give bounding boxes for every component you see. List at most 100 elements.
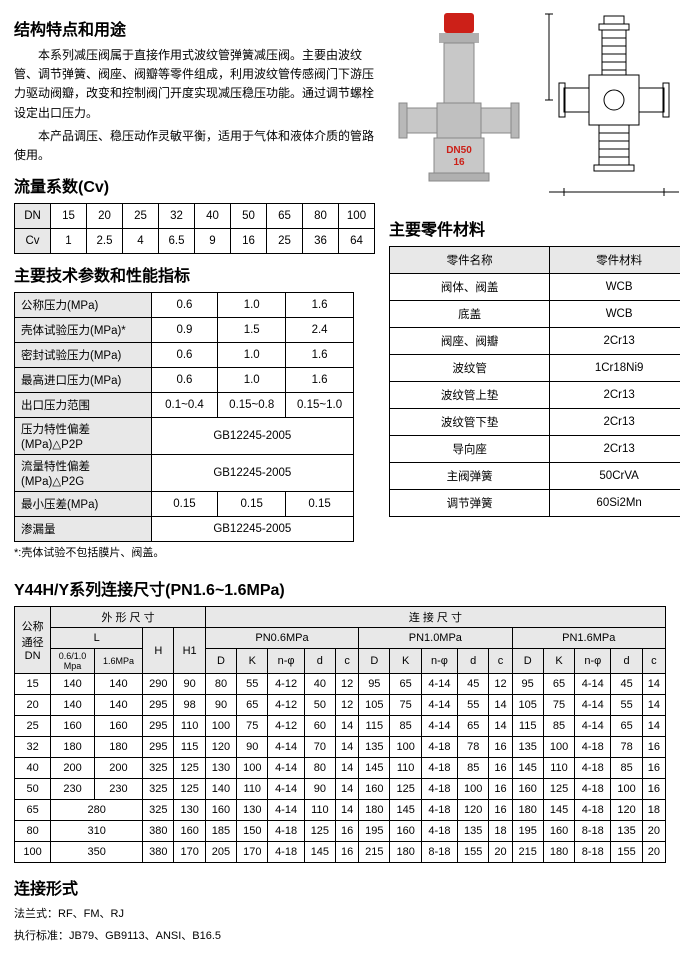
mat-cell: 2Cr13 (550, 328, 680, 355)
dim-cell: 170 (174, 842, 205, 863)
dim-cell: 16 (489, 800, 512, 821)
dim-cell: 16 (642, 779, 665, 800)
dim-cell: 115 (359, 716, 390, 737)
tech-value-cell: 1.0 (218, 293, 286, 318)
dim-cell: 215 (359, 842, 390, 863)
dim-cell: 215 (512, 842, 543, 863)
dim-cell: 145 (512, 758, 543, 779)
mat-header-cell: 零件名称 (390, 247, 550, 274)
cv-header-cell: 20 (87, 204, 123, 229)
tech-row-label: 壳体试验压力(MPa)* (15, 318, 152, 343)
dim-cell: 130 (174, 800, 205, 821)
tech-value-cell: 1.6 (286, 293, 354, 318)
dim-cell: 160 (512, 779, 543, 800)
dim-group-header: 外 形 尺 寸 (51, 607, 206, 628)
product-photo: DN50 16 (389, 8, 534, 208)
dim-cell: 16 (489, 737, 512, 758)
dim-cell: 90 (174, 674, 205, 695)
dim-cell: 160 (51, 716, 95, 737)
dim-subheader: c (336, 649, 359, 674)
intro-block: 本系列减压阀属于直接作用式波纹管弹簧减压阀。主要由波纹管、调节弹簧、阀座、阀瓣等… (14, 46, 375, 165)
dim-cell: 4-14 (575, 674, 611, 695)
dim-cell: 115 (174, 737, 205, 758)
mat-cell: 60Si2Mn (550, 490, 680, 517)
mat-cell: 调节弹簧 (390, 490, 550, 517)
dim-cell: 310 (51, 821, 143, 842)
dim-cell: 100 (205, 716, 236, 737)
product-schematic (544, 8, 680, 208)
tech-row-label: 公称压力(MPa) (15, 293, 152, 318)
mat-cell: 波纹管下垫 (390, 409, 550, 436)
dim-cell: 4-14 (268, 737, 304, 758)
dim-cell: 65 (543, 674, 574, 695)
dim-cell: 100 (543, 737, 574, 758)
dim-cell: 160 (174, 821, 205, 842)
dim-cell: 65 (237, 695, 268, 716)
dim-cell: 105 (512, 695, 543, 716)
dim-cell: 185 (205, 821, 236, 842)
dim-cell: 125 (390, 779, 421, 800)
dim-cell: 8-18 (575, 821, 611, 842)
dim-cell: 14 (489, 695, 512, 716)
cv-header-cell: DN (15, 204, 51, 229)
mat-cell: 波纹管上垫 (390, 382, 550, 409)
dim-cell: 380 (143, 821, 174, 842)
dim-subheader: d (458, 649, 489, 674)
dim-cell: 80 (15, 821, 51, 842)
dim-header: PN0.6MPa (205, 628, 358, 649)
dim-cell: 25 (15, 716, 51, 737)
dim-subheader: n-φ (268, 649, 304, 674)
dim-cell: 295 (143, 716, 174, 737)
tech-row-label: 最小压差(MPa) (15, 492, 152, 517)
dim-header: H (143, 628, 174, 674)
dim-cell: 75 (237, 716, 268, 737)
dim-cell: 180 (390, 842, 421, 863)
tech-row-label: 压力特性偏差(MPa)△P2P (15, 418, 152, 455)
tech-merged-cell: GB12245-2005 (151, 418, 353, 455)
dim-subheader: D (205, 649, 236, 674)
dim-cell: 78 (458, 737, 489, 758)
tech-value-cell: 2.4 (286, 318, 354, 343)
dim-cell: 280 (51, 800, 143, 821)
dim-cell: 4-14 (268, 758, 304, 779)
mat-cell: 2Cr13 (550, 409, 680, 436)
dim-cell: 4-14 (268, 779, 304, 800)
dim-cell: 45 (611, 674, 642, 695)
dim-subheader: n-φ (421, 649, 457, 674)
tech-value-cell: 0.15 (218, 492, 286, 517)
dim-header: H1 (174, 628, 205, 674)
tech-row-label: 出口压力范围 (15, 393, 152, 418)
mat-cell: 波纹管 (390, 355, 550, 382)
dim-cell: 150 (237, 821, 268, 842)
dim-cell: 4-18 (421, 737, 457, 758)
dim-cell: 65 (390, 674, 421, 695)
dim-cell: 180 (512, 800, 543, 821)
dim-cell: 4-18 (575, 800, 611, 821)
dim-cell: 60 (304, 716, 335, 737)
tech-value-cell: 1.0 (218, 368, 286, 393)
mat-header-cell: 零件材料 (550, 247, 680, 274)
dim-cell: 78 (611, 737, 642, 758)
dim-cell: 195 (359, 821, 390, 842)
dim-cell: 195 (512, 821, 543, 842)
dim-cell: 15 (15, 674, 51, 695)
tech-value-cell: 1.0 (218, 343, 286, 368)
dim-cell: 4-14 (575, 716, 611, 737)
tech-title: 主要技术参数和性能指标 (14, 262, 375, 286)
dim-cell: 180 (51, 737, 95, 758)
dim-cell: 85 (543, 716, 574, 737)
dim-cell: 18 (489, 821, 512, 842)
dim-cell: 100 (15, 842, 51, 863)
dim-cell: 80 (205, 674, 236, 695)
dim-cell: 16 (489, 758, 512, 779)
dim-cell: 4-18 (268, 821, 304, 842)
cv-value-cell: 9 (195, 229, 231, 254)
dim-cell: 70 (304, 737, 335, 758)
dim-cell: 20 (489, 842, 512, 863)
dim-cell: 230 (51, 779, 95, 800)
dim-cell: 120 (611, 800, 642, 821)
dim-cell: 295 (143, 737, 174, 758)
dim-cell: 65 (611, 716, 642, 737)
dim-cell: 290 (143, 674, 174, 695)
svg-text:16: 16 (453, 157, 465, 168)
